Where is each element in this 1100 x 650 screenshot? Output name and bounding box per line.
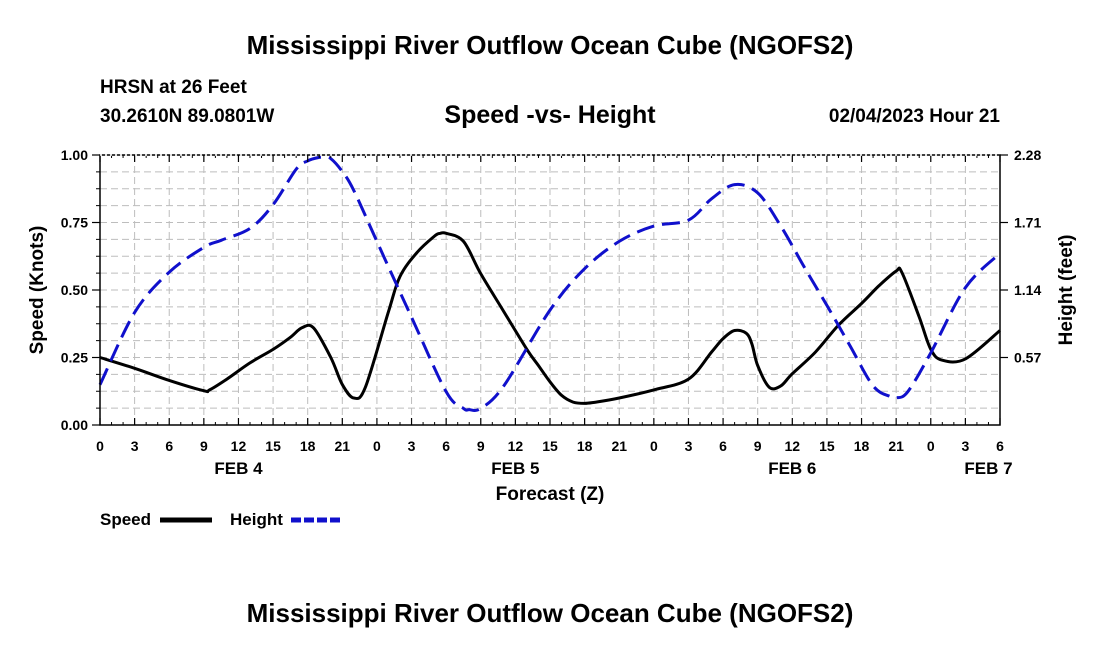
y2-tick-label: 1.14 (1014, 282, 1041, 298)
speed-height-chart: 0 3 6 9 12 15 18 21 0 3 6 9 12 15 18 21 0 3 6 9 12 15 18 21 0 3 6 0… (27, 147, 1077, 529)
y-tick-label: 0.75 (61, 215, 88, 231)
x-tick-label: 12 (231, 438, 247, 454)
x-tick-label: 9 (200, 438, 208, 454)
x-tick-label: 9 (754, 438, 762, 454)
y2-tick-label: 2.28 (1014, 147, 1041, 163)
forecast-datetime: 02/04/2023 Hour 21 (828, 106, 1000, 127)
y2-tick-label: 1.71 (1014, 215, 1041, 231)
x-date-label: FEB 6 (768, 459, 816, 478)
x-tick-label: 0 (927, 438, 935, 454)
x-tick-label: 3 (961, 438, 969, 454)
x-date-label: FEB 7 (964, 459, 1012, 478)
y-tick-label: 1.00 (61, 147, 88, 163)
station-label: HRSN at 26 Feet (100, 77, 247, 98)
bottom-title: Mississippi River Outflow Ocean Cube (NG… (246, 598, 854, 628)
x-tick-label: 3 (131, 438, 139, 454)
chart-subtitle: Speed -vs- Height (444, 101, 656, 129)
x-tick-label: 18 (854, 438, 870, 454)
x-axis-label: Forecast (Z) (496, 484, 605, 505)
x-tick-label: 0 (650, 438, 658, 454)
y2-axis-label: Height (feet) (1056, 235, 1077, 346)
x-tick-label: 0 (96, 438, 104, 454)
x-tick-label: 6 (442, 438, 450, 454)
y-axis-label: Speed (Knots) (27, 226, 48, 355)
x-tick-label: 18 (300, 438, 316, 454)
speed-series-line (99, 231, 1001, 405)
x-tick-label: 12 (785, 438, 801, 454)
x-tick-label: 0 (373, 438, 381, 454)
x-tick-label: 21 (888, 438, 904, 454)
x-date-label: FEB 5 (491, 459, 539, 478)
y-tick-label: 0.50 (61, 282, 88, 298)
x-tick-label: 21 (335, 438, 351, 454)
x-tick-label: 3 (408, 438, 416, 454)
x-tick-label: 6 (165, 438, 173, 454)
x-tick-label: 12 (508, 438, 524, 454)
y-tick-label: 0.25 (61, 350, 88, 366)
grid-layer (100, 155, 1000, 425)
x-tick-label: 6 (719, 438, 727, 454)
x-tick-label: 15 (542, 438, 558, 454)
x-date-label: FEB 4 (214, 459, 263, 478)
x-tick-label: 18 (577, 438, 593, 454)
x-tick-label: 3 (685, 438, 693, 454)
legend-height-label: Height (230, 510, 283, 529)
y-tick-label: 0.00 (61, 417, 88, 433)
legend-speed-label: Speed (100, 510, 151, 529)
x-tick-label: 6 (996, 438, 1004, 454)
height-series-line (98, 155, 1002, 413)
legend: Speed Height (100, 510, 343, 529)
top-title: Mississippi River Outflow Ocean Cube (NG… (246, 30, 854, 60)
x-tick-label: 15 (265, 438, 281, 454)
y2-tick-label: 0.57 (1014, 350, 1041, 366)
series-layer (98, 155, 1002, 413)
station-coords: 30.2610N 89.0801W (100, 106, 275, 127)
x-tick-label: 21 (611, 438, 627, 454)
x-tick-label: 15 (819, 438, 835, 454)
x-tick-label: 9 (477, 438, 485, 454)
tick-layer: 0 3 6 9 12 15 18 21 0 3 6 9 12 15 18 21 0 3 6 9 12 15 18 21 0 3 6 0… (61, 147, 1042, 478)
